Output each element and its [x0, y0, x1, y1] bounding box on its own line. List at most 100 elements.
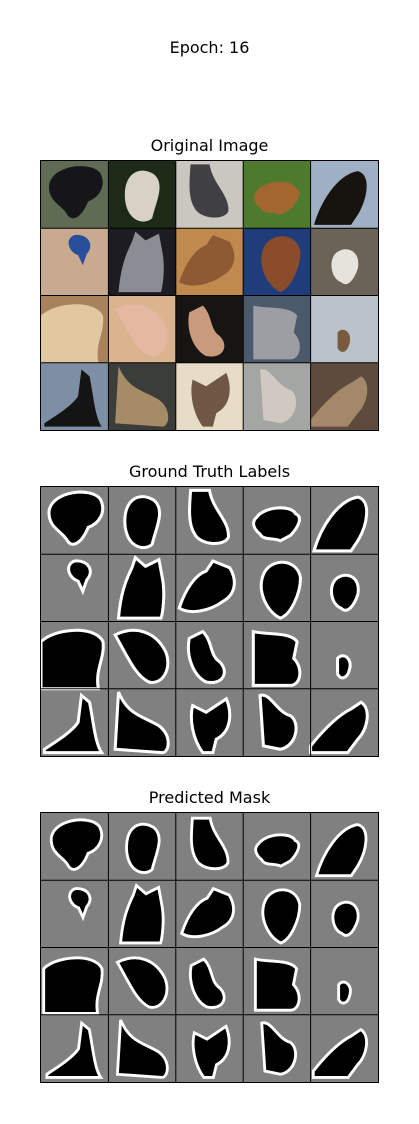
ground-truth-mask [251, 629, 302, 687]
predicted-mask [115, 956, 169, 1009]
photo-subject [124, 170, 160, 222]
photo-subject [44, 369, 102, 427]
predicted-mask-cell-9 [261, 888, 302, 945]
predicted-mask [179, 886, 235, 939]
predicted-mask [331, 900, 360, 937]
ground-truth-cell-15 [336, 654, 352, 680]
photo-subject [189, 164, 229, 218]
original-image-cell-20 [310, 362, 378, 430]
predicted-mask-cell-15 [337, 980, 352, 1005]
predicted-mask-cell-4 [254, 833, 301, 868]
ground-truth-mask [252, 506, 301, 543]
predicted-mask [261, 888, 302, 945]
ground-truth-mask [177, 559, 236, 614]
original-image-cell-10 [310, 228, 378, 296]
predicted-mask-cell-16 [45, 1020, 104, 1079]
predicted-mask-title: Predicted Mask [148, 788, 271, 807]
photo-subject [118, 231, 164, 293]
ground-truth-cell-6 [67, 559, 92, 596]
original-image-cell-17 [108, 362, 176, 430]
ground-truth-cell-1 [47, 490, 105, 546]
ground-truth-mask [123, 495, 162, 549]
predicted-mask [254, 833, 301, 868]
photo-subject [253, 181, 300, 215]
ground-truth-mask [188, 488, 230, 545]
predicted-mask-cell-1 [49, 818, 104, 871]
predicted-mask-cell-2 [125, 822, 161, 874]
original-image-cell-3 [175, 161, 244, 229]
predicted-mask-shape [260, 1021, 298, 1076]
predicted-mask-cell-18 [191, 1024, 231, 1079]
original-image-cell-2 [108, 161, 176, 229]
photo-subject [115, 304, 168, 357]
predicted-mask [125, 822, 161, 874]
predicted-mask-cell-20 [311, 1027, 368, 1079]
ground-truth-mask [258, 693, 298, 751]
original-image-grid [40, 160, 379, 431]
predicted-mask-shape [261, 888, 302, 945]
predicted-mask-shape [314, 823, 368, 878]
predicted-mask [337, 980, 352, 1005]
predicted-mask-cell-13 [188, 957, 226, 1009]
original-image-cell-14 [243, 295, 311, 363]
photo-subject [261, 236, 301, 293]
original-image-cell-6 [41, 228, 109, 296]
predicted-mask-shape [188, 957, 226, 1009]
predicted-mask [260, 1021, 298, 1076]
photo-subject [191, 372, 230, 427]
predicted-mask-shape [179, 886, 235, 939]
predicted-mask [253, 957, 301, 1012]
original-image-cell-8 [175, 228, 244, 296]
predicted-mask [189, 816, 230, 871]
predicted-mask-shape [49, 818, 104, 871]
ground-truth-cell-5 [311, 495, 369, 553]
predicted-mask-canvas [41, 813, 378, 1082]
ground-truth-mask [186, 629, 226, 685]
ground-truth-cell-12 [113, 628, 170, 684]
photo-subject [48, 166, 103, 219]
predicted-mask-shape [68, 887, 92, 922]
epoch-title: Epoch: 16 [169, 38, 250, 57]
predicted-mask [119, 882, 165, 945]
ground-truth-mask [330, 573, 360, 612]
original-image-cell-12 [108, 295, 176, 363]
photo-subject [115, 366, 169, 427]
ground-truth-mask [309, 700, 369, 755]
ground-truth-cell-10 [330, 573, 360, 612]
predicted-mask-shape [42, 956, 104, 1015]
photo-subject [41, 304, 104, 363]
predicted-mask-shape [125, 822, 161, 874]
ground-truth-mask [113, 628, 170, 684]
ground-truth-mask [311, 495, 369, 553]
original-image-cell-16 [41, 362, 109, 430]
predicted-mask-cell-6 [68, 887, 92, 922]
predicted-mask-shape [311, 1027, 368, 1079]
predicted-mask-shape [337, 980, 352, 1005]
predicted-mask [311, 1027, 368, 1079]
photo-subject [188, 305, 225, 357]
original-image-cell-13 [175, 295, 244, 363]
original-image-cell-9 [243, 228, 311, 296]
original-image-cell-11 [41, 295, 109, 363]
photo-subject [179, 234, 235, 286]
original-image-cell-1 [41, 161, 109, 229]
original-image-cell-7 [108, 228, 176, 296]
predicted-mask [314, 823, 368, 878]
ground-truth-cell-7 [116, 554, 166, 620]
predicted-mask-shape [119, 882, 165, 945]
ground-truth-cell-19 [258, 693, 298, 751]
ground-truth-cell-20 [309, 700, 369, 755]
ground-truth-cell-11 [41, 628, 105, 691]
photo-subject [313, 171, 367, 225]
ground-truth-mask [336, 654, 352, 680]
ground-truth-mask [42, 692, 105, 755]
predicted-mask [188, 957, 226, 1009]
photo-subject [331, 249, 359, 285]
ground-truth-title: Ground Truth Labels [128, 462, 291, 481]
predicted-mask [49, 818, 104, 871]
predicted-mask [45, 1020, 104, 1079]
photo-subject [253, 305, 300, 360]
predicted-mask-cell-17 [115, 1019, 169, 1079]
predicted-mask-cell-12 [115, 956, 169, 1009]
ground-truth-cell-9 [259, 560, 303, 620]
